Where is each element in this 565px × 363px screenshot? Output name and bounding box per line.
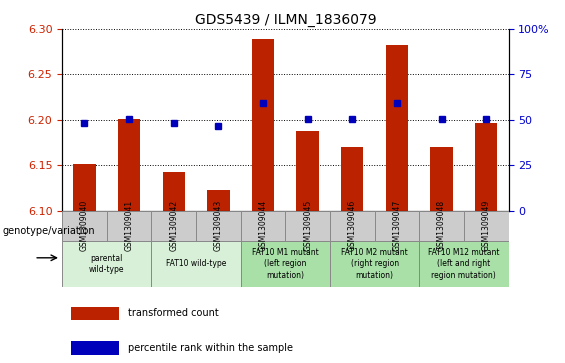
Bar (163, 171, 185, 211)
Bar (419, 211, 464, 241)
Bar (341, 147, 363, 211)
Text: GSM1309041: GSM1309041 (125, 200, 133, 251)
Bar (475, 122, 497, 211)
Bar (71, 341, 119, 355)
Text: percentile rank within the sample: percentile rank within the sample (128, 343, 293, 353)
Text: FAT10 M12 mutant
(left and right
region mutation): FAT10 M12 mutant (left and right region … (428, 248, 499, 280)
Bar (431, 147, 453, 211)
Text: GSM1309047: GSM1309047 (393, 200, 401, 252)
Bar (386, 45, 408, 211)
Bar (330, 241, 419, 287)
Text: FAT10 M2 mutant
(right region
mutation): FAT10 M2 mutant (right region mutation) (341, 248, 408, 280)
Text: parental
wild-type: parental wild-type (89, 254, 124, 274)
Text: GSM1309048: GSM1309048 (437, 200, 446, 251)
Text: GSM1309045: GSM1309045 (303, 200, 312, 252)
Bar (62, 211, 107, 241)
Bar (62, 241, 151, 287)
Bar (252, 39, 274, 211)
Bar (241, 241, 330, 287)
Bar (151, 241, 241, 287)
Text: GSM1309049: GSM1309049 (482, 200, 490, 252)
Text: GSM1309043: GSM1309043 (214, 200, 223, 252)
Bar (330, 211, 375, 241)
Text: FAT10 M1 mutant
(left region
mutation): FAT10 M1 mutant (left region mutation) (252, 248, 319, 280)
Text: transformed count: transformed count (128, 309, 219, 318)
Text: GSM1309044: GSM1309044 (259, 200, 267, 252)
Text: GSM1309046: GSM1309046 (348, 200, 357, 252)
Bar (71, 307, 119, 320)
Text: GSM1309042: GSM1309042 (170, 200, 178, 251)
Bar (241, 211, 285, 241)
Text: FAT10 wild-type: FAT10 wild-type (166, 260, 226, 268)
Bar (73, 164, 95, 211)
Bar (297, 131, 319, 211)
Bar (285, 211, 330, 241)
Bar (151, 211, 196, 241)
Bar (464, 211, 508, 241)
Bar (419, 241, 508, 287)
Bar (118, 119, 140, 211)
Bar (107, 211, 151, 241)
Title: GDS5439 / ILMN_1836079: GDS5439 / ILMN_1836079 (194, 13, 376, 26)
Bar (196, 211, 241, 241)
Bar (375, 211, 419, 241)
Text: genotype/variation: genotype/variation (3, 225, 95, 236)
Text: GSM1309040: GSM1309040 (80, 200, 89, 252)
Bar (207, 189, 229, 211)
